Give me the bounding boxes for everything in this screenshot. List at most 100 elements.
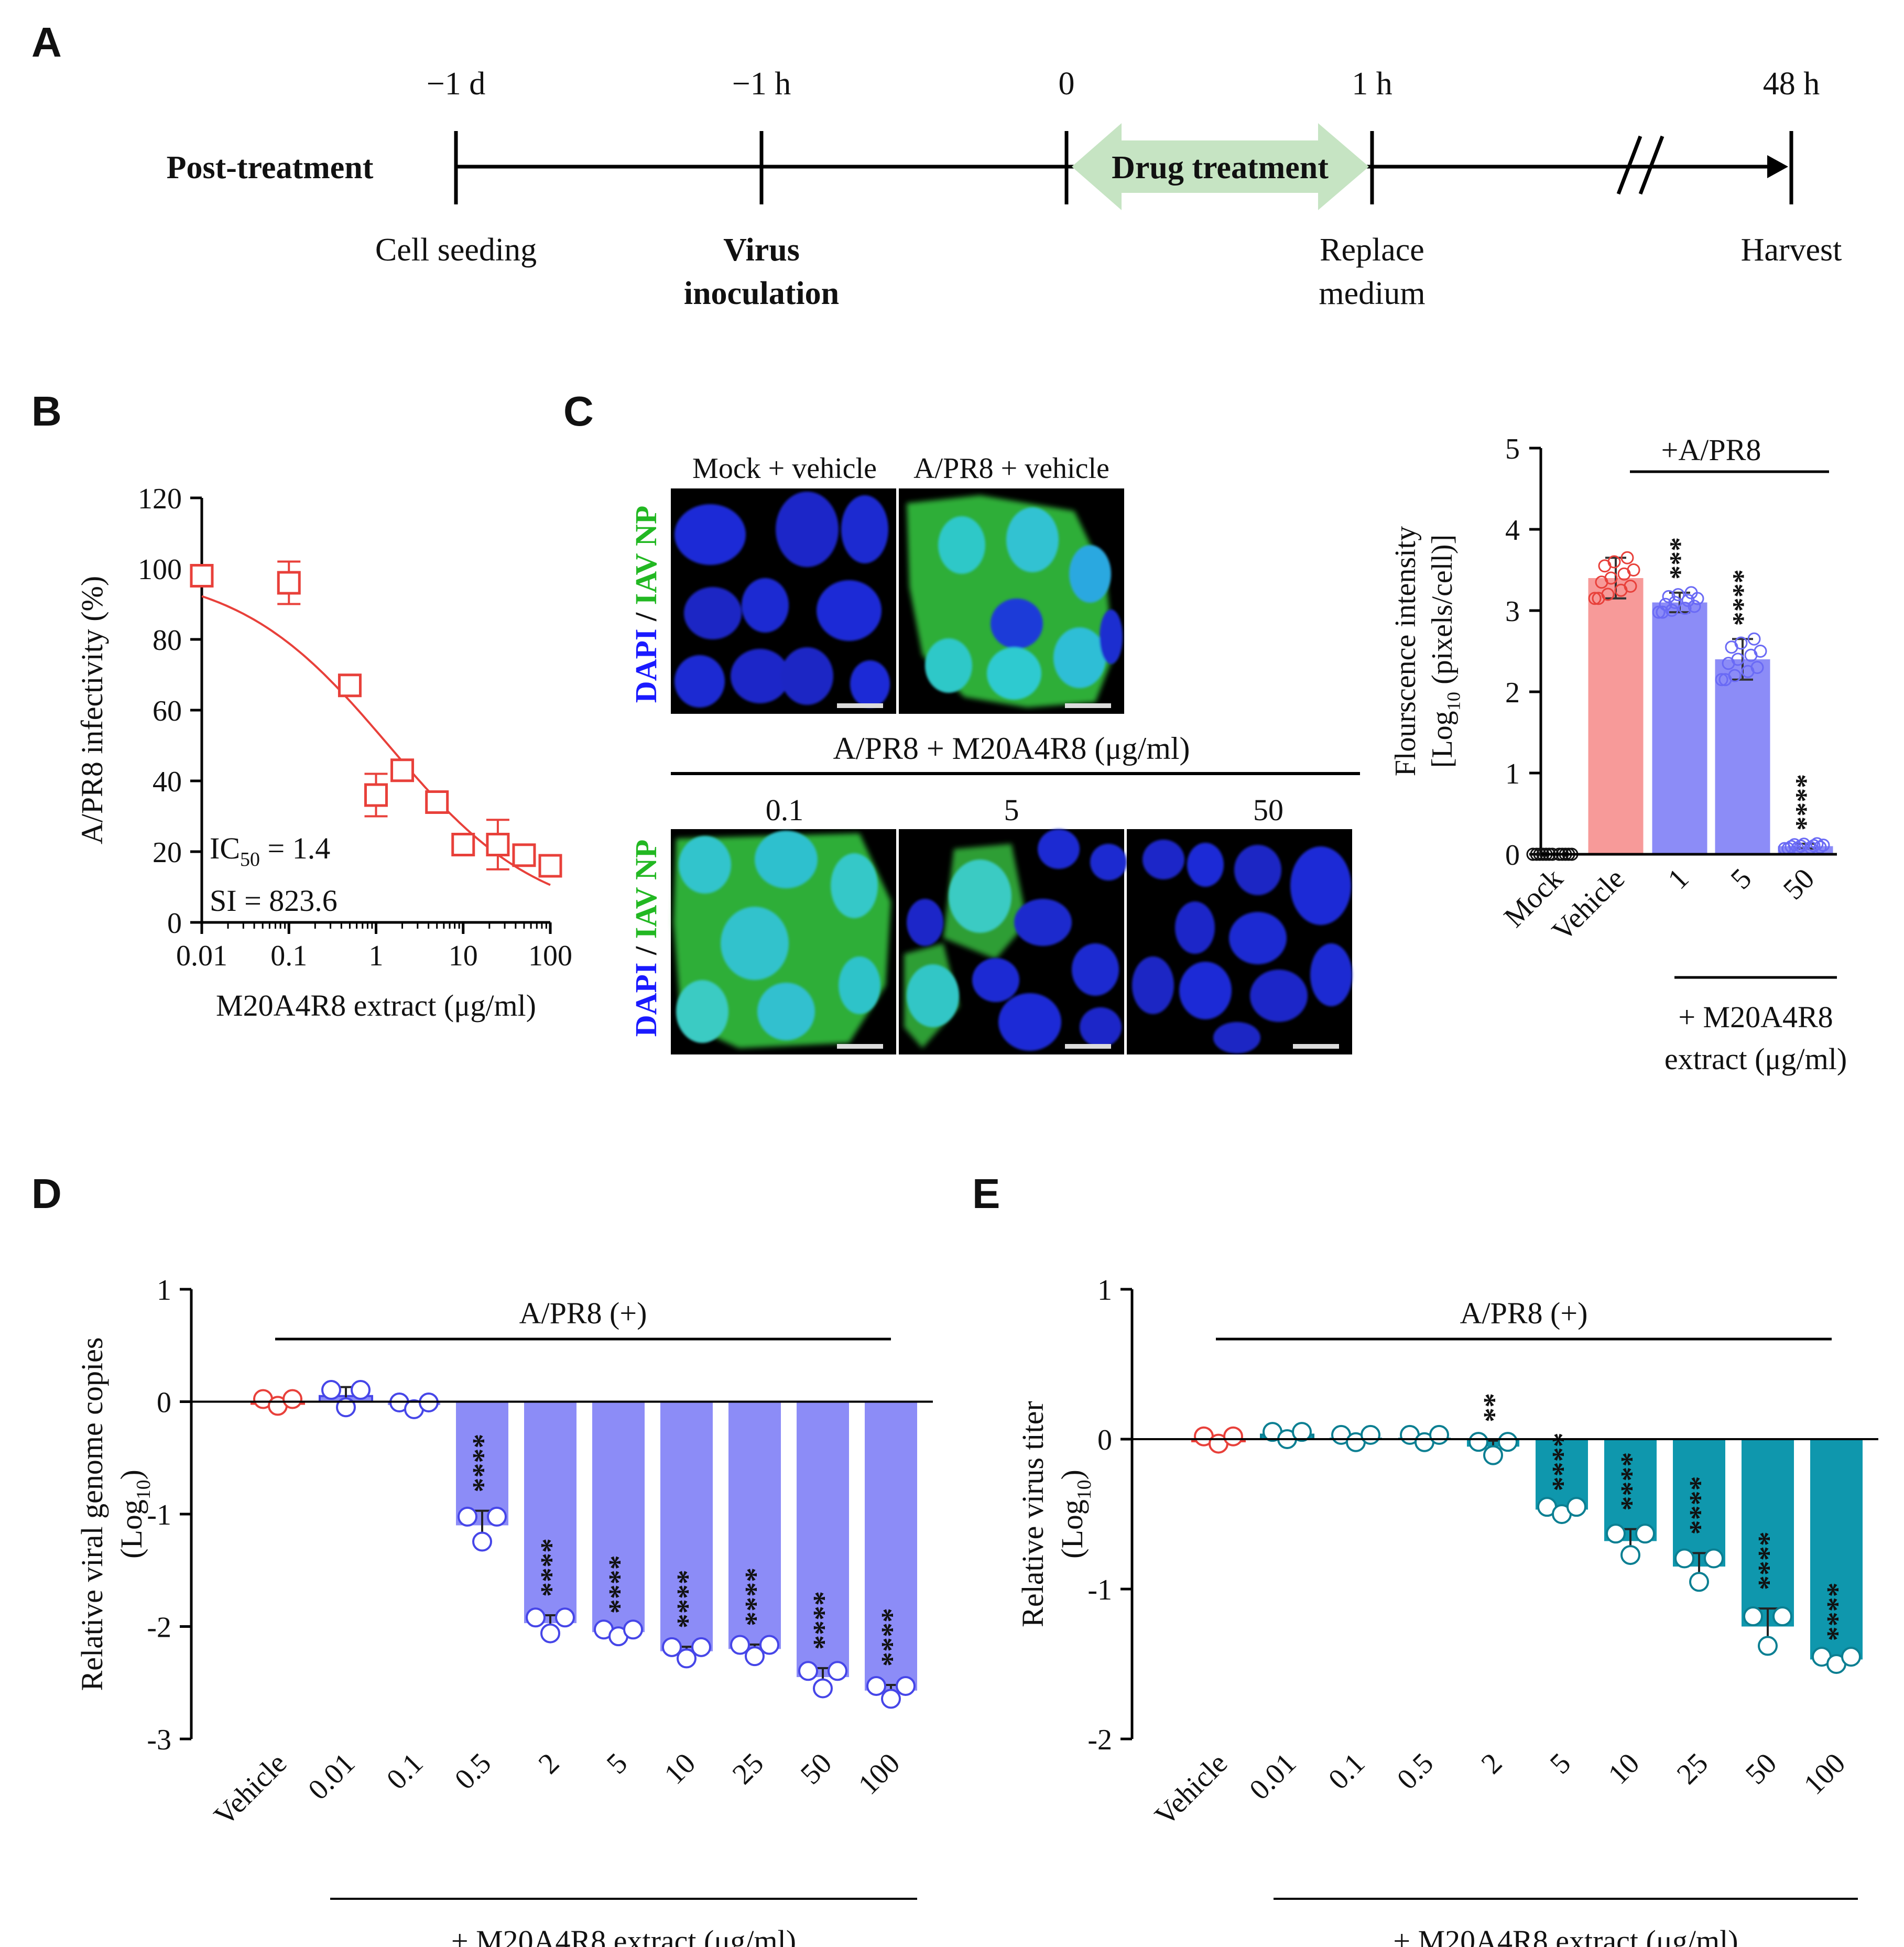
data-point xyxy=(798,1661,818,1681)
x-tick-label: 5 xyxy=(1725,862,1758,896)
significance-marker: **** xyxy=(467,1434,499,1493)
data-point xyxy=(538,854,562,878)
data-point xyxy=(336,1397,356,1418)
y-axis-title: Flourscence intensity [Log10 (pixels/cell… xyxy=(1389,526,1464,776)
y-tick-label: 80 xyxy=(153,624,182,657)
x-tick-label: 100 xyxy=(852,1747,906,1801)
data-point xyxy=(1741,665,1755,678)
panel-label-a: A xyxy=(31,19,62,66)
data-point xyxy=(1794,840,1808,853)
x-tick-label: 0.01 xyxy=(302,1747,361,1806)
x-tick-label: 2 xyxy=(1475,1747,1509,1780)
data-point xyxy=(1635,1524,1655,1544)
y-axis-title-line2: (Log10) xyxy=(1055,1470,1095,1559)
x-tick-label: 1 xyxy=(369,940,384,972)
image-title-5: 5 xyxy=(1004,793,1019,827)
x-tick-label: 10 xyxy=(658,1747,702,1790)
axis-break-mark-2 xyxy=(1638,135,1664,195)
x-tick-label: 10 xyxy=(449,940,478,972)
x-tick-label: 0.1 xyxy=(270,940,307,972)
bar xyxy=(865,1401,917,1691)
bar xyxy=(1715,659,1770,854)
y-axis-title-line1: Relative viral genome copies xyxy=(75,1337,109,1691)
data-point xyxy=(662,1637,682,1657)
data-point xyxy=(1617,567,1631,581)
data-point xyxy=(1429,1424,1449,1445)
x-tick-label: 50 xyxy=(795,1747,838,1790)
x-tick-label: 2 xyxy=(532,1747,566,1780)
data-point xyxy=(813,1678,833,1699)
image-title-apr8-vehicle: A/PR8 + vehicle xyxy=(913,452,1109,485)
significance-marker: **** xyxy=(603,1555,636,1614)
drug-treatment-arrow xyxy=(1072,123,1369,210)
data-point xyxy=(1684,586,1698,600)
data-point xyxy=(486,833,510,856)
data-point xyxy=(866,1676,886,1696)
bar xyxy=(728,1401,781,1649)
data-point xyxy=(1810,837,1824,851)
x-tick-label: 10 xyxy=(1602,1747,1646,1790)
y-tick-label: 60 xyxy=(153,695,182,727)
bar xyxy=(660,1401,713,1651)
data-point xyxy=(1620,1545,1640,1565)
data-point xyxy=(321,1380,341,1400)
panel-label-e: E xyxy=(972,1170,1000,1217)
event-replace-line1: Replace xyxy=(1320,232,1424,268)
y-tick-label: 100 xyxy=(138,553,182,586)
x-tick-label: 0.1 xyxy=(1322,1747,1371,1796)
data-point xyxy=(896,1676,916,1696)
stain-label-row1: DAPI / IAV NP xyxy=(629,506,663,703)
bar xyxy=(797,1401,849,1678)
data-point xyxy=(277,571,301,595)
data-point xyxy=(451,833,475,856)
significance-marker: **** xyxy=(1684,1476,1716,1535)
data-point xyxy=(526,1607,546,1628)
y-tick-label: -2 xyxy=(1087,1724,1112,1756)
data-point xyxy=(1678,602,1692,615)
significance-marker: **** xyxy=(1821,1582,1854,1641)
data-point xyxy=(1785,840,1798,853)
significance-marker: **** xyxy=(671,1570,704,1628)
x-axis-title: M20A4R8 extract (μg/ml) xyxy=(216,988,536,1023)
panel-b: B 0 20 40 60 80 100 120 0.01 0.1 1 10 100 M20A4R8 ex… xyxy=(31,388,572,1023)
bar xyxy=(456,1401,508,1526)
significance-marker: **** xyxy=(808,1591,840,1650)
significance-marker: **** xyxy=(1547,1432,1579,1491)
event-replace-line2: medium xyxy=(1319,276,1425,311)
stain-label-row2: DAPI / IAV NP xyxy=(629,840,663,1037)
micrograph-apr8-vehicle xyxy=(899,488,1124,714)
data-point xyxy=(540,1623,560,1644)
data-point xyxy=(1725,640,1738,654)
data-point xyxy=(458,1506,477,1527)
timeline-row-title: Post-treatment xyxy=(167,150,374,186)
y-axis-title: Relative viral genome copies (Log10) xyxy=(75,1337,155,1691)
data-point xyxy=(691,1637,711,1657)
bar xyxy=(1673,1439,1725,1567)
bar xyxy=(592,1401,645,1633)
panel-a: A Post-treatment −1 d −1 h 0 1 h 48 h Dr… xyxy=(31,19,1842,311)
data-point xyxy=(1606,1524,1626,1544)
y-tick-label: 5 xyxy=(1505,433,1520,465)
x-tick-label: 50 xyxy=(1739,1747,1783,1790)
significance-marker: **** xyxy=(1753,1531,1785,1590)
y-axis-title-line2: (Log10) xyxy=(114,1470,155,1559)
data-point xyxy=(677,1648,697,1669)
data-point xyxy=(623,1619,643,1640)
x-tick-label: Vehicle xyxy=(208,1747,293,1832)
data-point xyxy=(1483,1445,1503,1465)
micrograph-0-1 xyxy=(671,829,896,1054)
bar xyxy=(1588,578,1644,854)
significance-marker: **** xyxy=(1727,569,1758,626)
data-point xyxy=(1292,1422,1312,1442)
data-point xyxy=(1598,559,1612,573)
y-tick-label: 0 xyxy=(1505,839,1520,872)
data-point xyxy=(472,1531,492,1552)
significance-marker: **** xyxy=(739,1568,772,1626)
x-tick-label: 0.01 xyxy=(1243,1747,1302,1806)
data-point xyxy=(1743,1606,1763,1627)
panel-label-c: C xyxy=(563,388,594,434)
group-label-bottom-2: extract (μg/ml) xyxy=(1664,1042,1847,1076)
chart-b: 0 20 40 60 80 100 120 0.01 0.1 1 10 100 M20A4R8 extr… xyxy=(75,483,572,1023)
data-point xyxy=(1671,588,1685,602)
